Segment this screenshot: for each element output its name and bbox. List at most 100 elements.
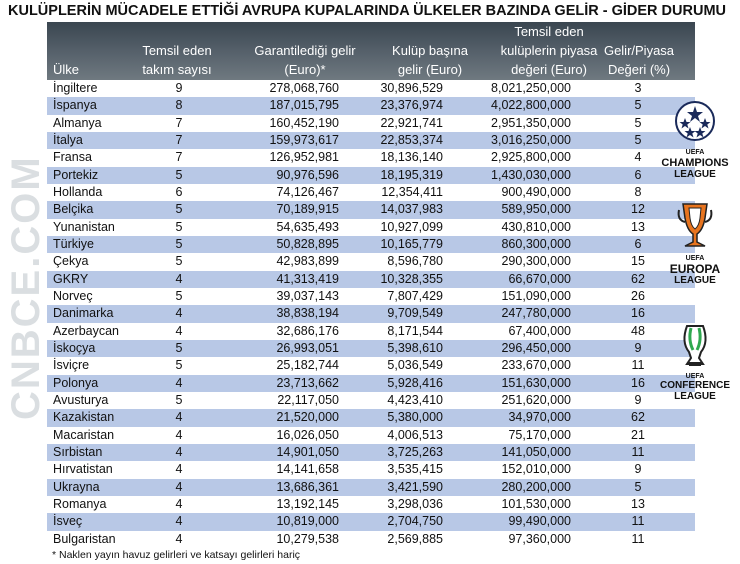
cell-ratio: 62 — [631, 271, 645, 286]
cell-ratio: 9 — [634, 462, 642, 477]
cell-guaranteed: 22,117,050 — [277, 392, 339, 407]
table-row: İskoçya 5 26,993,051 5,398,610 296,450,000 9 — [47, 339, 695, 358]
europa-line2: LEAGUE — [674, 275, 716, 286]
cell-market: 151,630,000 — [501, 375, 571, 390]
cell-guaranteed: 39,037,143 — [276, 288, 339, 303]
cell-guaranteed: 13,192,145 — [276, 496, 339, 511]
cell-perclub: 12,354,411 — [381, 184, 443, 199]
header-perclub-line1: Kulüp başına — [392, 43, 468, 58]
cell-teams: 4 — [175, 271, 183, 286]
cell-guaranteed: 90,976,596 — [276, 167, 339, 182]
table-row: Avusturya 5 22,117,050 4,423,410 251,620,000… — [47, 391, 695, 410]
table-row: Romanya 4 13,192,145 3,298,036 101,530,000 13 — [47, 495, 695, 514]
cell-teams: 7 — [175, 150, 183, 165]
header-market: Temsil eden kulüplerin piyasa değeri (Eu… — [479, 22, 619, 79]
cell-market: 152,010,000 — [501, 462, 571, 477]
cell-perclub: 5,380,000 — [387, 410, 443, 425]
cell-country: İspanya — [53, 98, 97, 113]
cell-teams: 4 — [175, 323, 183, 338]
table-row: Almanya 7 160,452,190 22,921,741 2,951,350,0… — [47, 114, 695, 132]
cell-teams: 4 — [175, 462, 183, 477]
cell-market: 2,925,800,000 — [491, 150, 571, 165]
cell-guaranteed: 32,686,176 — [276, 323, 339, 338]
cell-market: 1,430,030,000 — [491, 167, 571, 182]
starball-icon — [675, 101, 715, 141]
table-row: Danimarka 4 38,838,194 9,709,549 247,780,000… — [47, 305, 695, 323]
cell-ratio: 4 — [634, 150, 642, 165]
cell-teams: 5 — [175, 254, 183, 269]
cell-country: Romanya — [53, 496, 107, 511]
cell-country: Danimarka — [53, 306, 114, 321]
table-row: Sırbistan 4 14,901,050 3,725,263 141,050,000… — [47, 443, 695, 462]
cell-guaranteed: 160,452,190 — [269, 115, 339, 130]
cell-teams: 9 — [175, 81, 183, 95]
cell-teams: 5 — [175, 219, 183, 234]
table-row: Türkiye 5 50,828,895 10,165,779 860,300,000 6 — [47, 235, 695, 254]
cell-teams: 4 — [175, 479, 183, 494]
table-row: Bulgaristan 4 10,279,538 2,569,885 97,360,00… — [47, 530, 695, 548]
cell-perclub: 22,921,741 — [380, 115, 443, 130]
cell-market: 251,620,000 — [501, 392, 571, 407]
header-guaranteed: Garantilediği gelir (Euro)* — [235, 41, 375, 79]
header-country-label: Ülke — [53, 62, 80, 77]
table-row: İsveç 4 10,819,000 2,704,750 99,490,000 11 — [47, 513, 695, 531]
table-row: Norveç 5 39,037,143 7,807,429 151,090,000 26 — [47, 287, 695, 306]
champions-small: UEFA — [685, 149, 705, 156]
cell-ratio: 62 — [631, 410, 645, 425]
cell-ratio: 5 — [634, 132, 642, 147]
cell-country: İtalya — [53, 132, 83, 147]
table-row: İsviçre 5 25,182,744 5,036,549 233,670,000 11 — [47, 357, 695, 375]
cell-teams: 4 — [175, 531, 183, 546]
conference-trophy-icon — [683, 325, 707, 366]
cell-teams: 5 — [175, 202, 183, 217]
cell-market: 290,300,000 — [501, 254, 571, 269]
cell-perclub: 4,423,410 — [387, 392, 443, 407]
watermark: CNBCE.COM — [4, 155, 48, 420]
header-ratio-line2: Değeri (%) — [607, 62, 671, 77]
cell-country: Hırvatistan — [53, 462, 113, 477]
cell-teams: 5 — [175, 340, 183, 355]
cell-perclub: 8,596,780 — [387, 254, 443, 269]
cell-ratio: 11 — [631, 358, 645, 373]
cell-country: İsveç — [53, 514, 83, 529]
cell-perclub: 5,036,549 — [387, 358, 443, 373]
table-row: Kazakistan 4 21,520,000 5,380,000 34,970,000… — [47, 409, 695, 427]
cell-guaranteed: 278,068,760 — [269, 81, 339, 95]
cell-country: Macaristan — [53, 427, 115, 442]
cell-teams: 5 — [175, 167, 183, 182]
cell-teams: 5 — [175, 392, 183, 407]
cell-market: 2,951,350,000 — [491, 115, 571, 130]
cell-market: 860,300,000 — [501, 236, 571, 251]
cell-market: 247,780,000 — [501, 306, 571, 321]
cell-teams: 4 — [175, 306, 183, 321]
cell-ratio: 16 — [631, 375, 645, 390]
table-row: İngiltere 9 278,068,760 30,896,529 8,021,250… — [47, 80, 695, 98]
cell-ratio: 9 — [634, 340, 642, 355]
table-row: Hollanda 6 74,126,467 12,354,411 900,490,000… — [47, 183, 695, 202]
conference-line2: LEAGUE — [674, 391, 716, 402]
cell-guaranteed: 14,141,658 — [276, 462, 339, 477]
cell-market: 67,400,000 — [508, 323, 571, 338]
cell-ratio: 13 — [631, 219, 645, 234]
header-market-line3: değeri (Euro) — [511, 62, 587, 77]
cell-perclub: 18,195,319 — [380, 167, 443, 182]
cell-market: 97,360,000 — [508, 531, 571, 546]
cell-guaranteed: 25,182,744 — [276, 358, 339, 373]
header-market-line2: kulüplerin piyasa — [500, 43, 598, 58]
table-row: Fransa 7 126,952,981 18,136,140 2,925,800,00… — [47, 149, 695, 167]
cell-teams: 5 — [175, 288, 183, 303]
cell-ratio: 5 — [634, 115, 642, 130]
header-country: Ülke — [53, 60, 79, 79]
cell-market: 3,016,250,000 — [491, 132, 571, 147]
header-market-line1: Temsil eden — [514, 24, 584, 39]
header-guaranteed-line1: Garantilediği gelir — [254, 43, 356, 58]
cell-country: Avusturya — [53, 392, 109, 407]
conference-line1: CONFERENCE — [659, 380, 730, 391]
cell-perclub: 23,376,974 — [380, 98, 443, 113]
table-row: Ukrayna 4 13,686,361 3,421,590 280,200,000 5 — [47, 478, 695, 496]
cell-market: 141,050,000 — [501, 444, 571, 459]
cell-guaranteed: 26,993,051 — [276, 340, 339, 355]
cell-guaranteed: 41,313,419 — [276, 271, 339, 286]
table-row: Portekiz 5 90,976,596 18,195,319 1,430,030,0… — [47, 166, 695, 184]
cell-market: 430,810,000 — [501, 219, 571, 234]
